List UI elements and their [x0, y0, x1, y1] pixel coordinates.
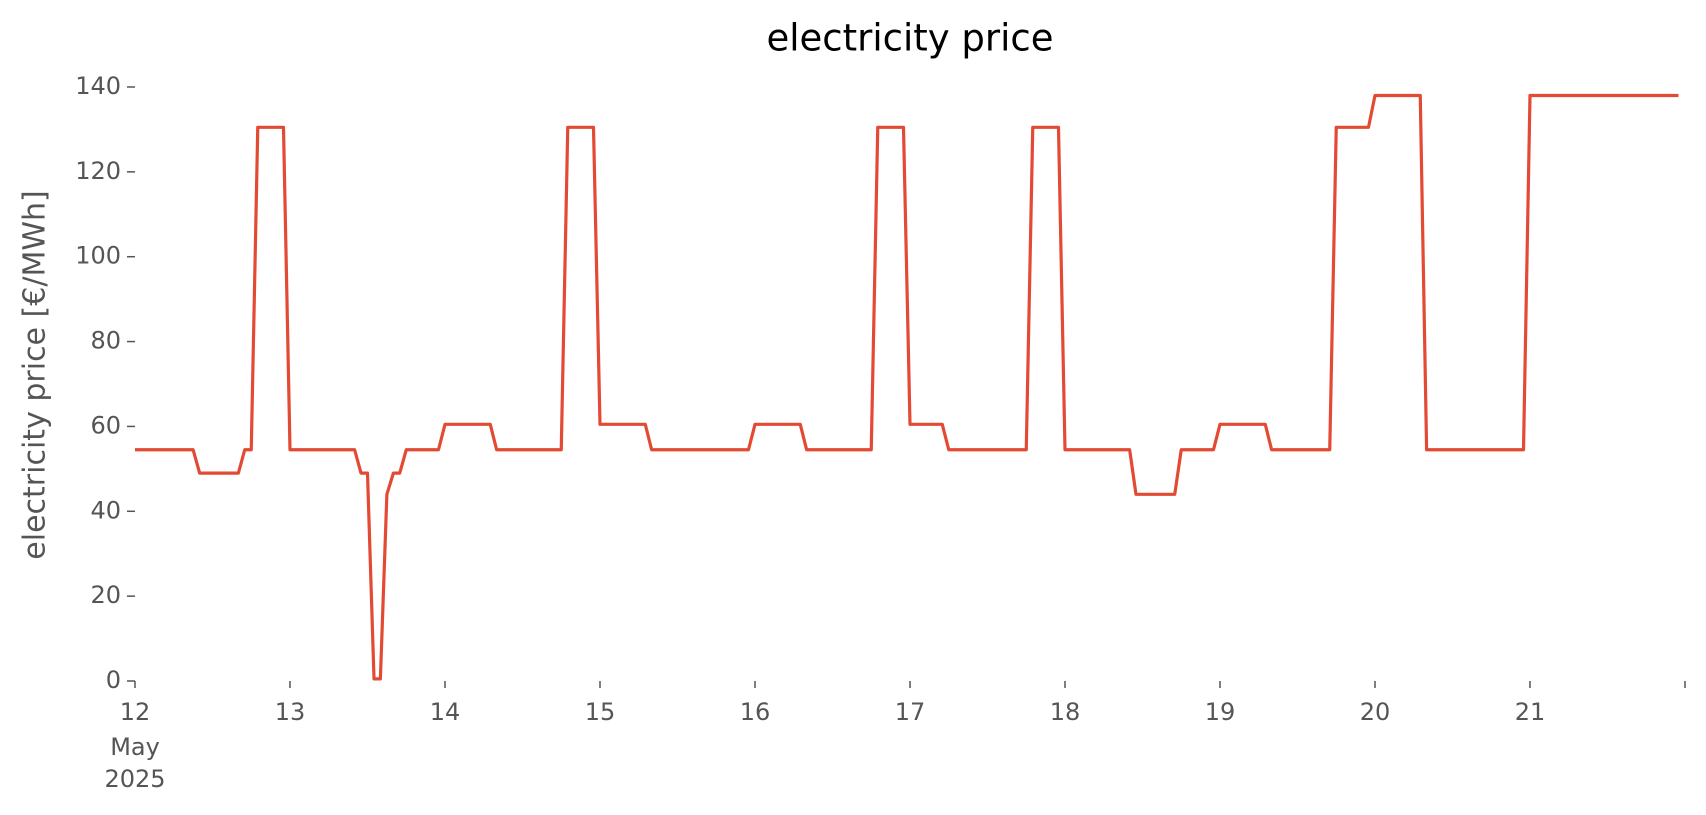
chart-title: electricity price: [766, 17, 1053, 60]
price-line: [135, 93, 1679, 681]
y-tick-label: 20: [90, 581, 121, 609]
y-axis-label: electricity price [€/MWh]: [18, 190, 53, 559]
x-tick-label: 16: [740, 698, 771, 726]
x-tick-sublabel: 2025: [104, 765, 165, 793]
y-tick-label: 120: [75, 157, 121, 185]
y-tick-label: 80: [90, 327, 121, 355]
x-tick-label: 14: [430, 698, 461, 726]
x-tick-label: 21: [1515, 698, 1546, 726]
x-tick-label: 13: [275, 698, 306, 726]
x-tick-label: 17: [895, 698, 926, 726]
x-tick-label: 15: [585, 698, 616, 726]
x-tick-label: 20: [1360, 698, 1391, 726]
y-tick-label: 40: [90, 496, 121, 524]
x-tick-sublabel: May: [110, 733, 160, 761]
y-tick-label: 0: [106, 666, 121, 694]
x-tick-label: 18: [1050, 698, 1081, 726]
x-tick-label: 12: [120, 698, 151, 726]
y-tick-label: 100: [75, 242, 121, 270]
y-tick-label: 60: [90, 411, 121, 439]
x-tick-label: 19: [1205, 698, 1236, 726]
y-tick-label: 140: [75, 72, 121, 100]
